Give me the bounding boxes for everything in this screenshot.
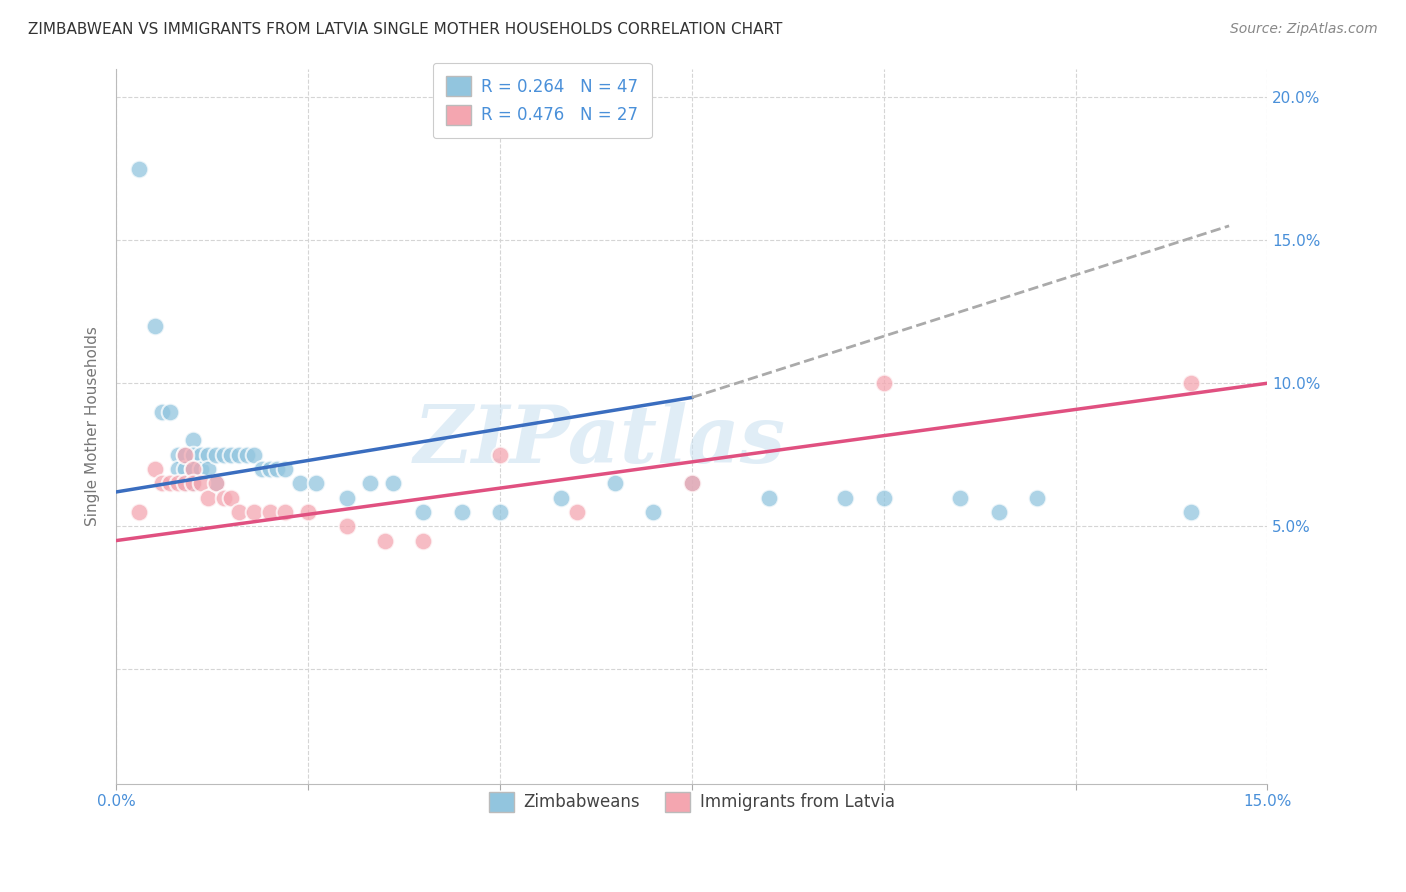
Point [228,505,250,519]
Point [565,505,588,519]
Point [159,476,181,491]
Point [143,318,166,333]
Point [834,491,856,505]
Point [174,448,197,462]
Point [1026,491,1049,505]
Point [174,476,197,491]
Point [374,533,396,548]
Legend: Zimbabweans, Immigrants from Latvia: Zimbabweans, Immigrants from Latvia [475,779,908,825]
Point [181,476,204,491]
Point [274,505,297,519]
Point [243,505,266,519]
Point [174,462,197,476]
Point [643,505,665,519]
Point [181,462,204,476]
Point [250,462,273,476]
Point [305,476,328,491]
Point [150,405,173,419]
Point [949,491,972,505]
Point [128,505,150,519]
Point [166,462,188,476]
Point [873,376,896,391]
Point [550,491,572,505]
Point [259,462,281,476]
Point [873,491,896,505]
Point [259,505,281,519]
Point [359,476,381,491]
Point [681,476,703,491]
Point [266,462,288,476]
Point [758,491,780,505]
Point [228,448,250,462]
Point [1180,505,1202,519]
Point [128,161,150,176]
Point [174,448,197,462]
Point [335,519,357,533]
Point [603,476,626,491]
Point [174,476,197,491]
Point [221,491,243,505]
Point [212,491,235,505]
Point [150,476,173,491]
Point [235,448,257,462]
Point [212,448,235,462]
Point [190,476,212,491]
Point [412,505,434,519]
Y-axis label: Single Mother Households: Single Mother Households [86,326,100,526]
Point [166,476,188,491]
Point [205,476,228,491]
Point [166,448,188,462]
Text: ZIPatlas: ZIPatlas [413,401,786,479]
Point [181,448,204,462]
Point [197,448,219,462]
Point [274,462,297,476]
Point [190,462,212,476]
Point [1180,376,1202,391]
Point [681,476,703,491]
Text: ZIMBABWEAN VS IMMIGRANTS FROM LATVIA SINGLE MOTHER HOUSEHOLDS CORRELATION CHART: ZIMBABWEAN VS IMMIGRANTS FROM LATVIA SIN… [28,22,783,37]
Point [181,476,204,491]
Point [190,448,212,462]
Point [143,462,166,476]
Point [221,448,243,462]
Point [159,405,181,419]
Point [243,448,266,462]
Point [489,505,512,519]
Point [205,476,228,491]
Point [197,462,219,476]
Point [412,533,434,548]
Point [205,448,228,462]
Point [181,462,204,476]
Point [197,491,219,505]
Point [987,505,1010,519]
Point [290,476,312,491]
Point [489,448,512,462]
Text: Source: ZipAtlas.com: Source: ZipAtlas.com [1230,22,1378,37]
Point [335,491,357,505]
Point [181,434,204,448]
Point [297,505,319,519]
Point [381,476,404,491]
Point [450,505,472,519]
